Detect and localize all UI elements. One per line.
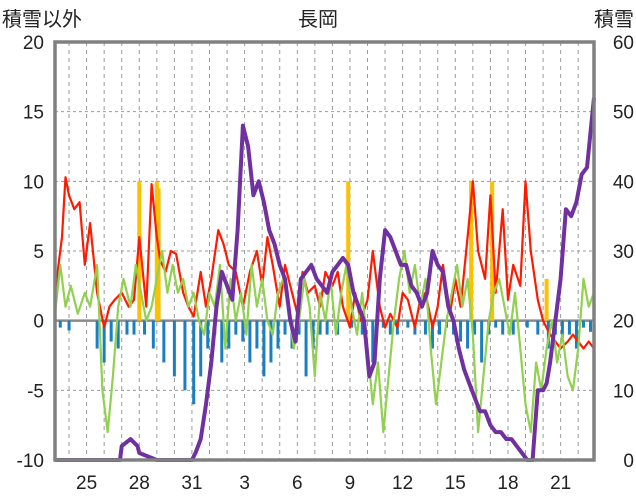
precipitation-bar <box>360 320 364 335</box>
chart-title: 長岡 <box>298 9 338 31</box>
precipitation-bar <box>480 320 484 363</box>
precipitation-bar <box>437 320 441 335</box>
x-tick-label: 15 <box>445 473 466 494</box>
precipitation-bar <box>234 320 238 335</box>
left-axis-title: 積雪以外 <box>2 8 82 31</box>
precipitation-bar <box>132 320 136 335</box>
x-tick-label: 12 <box>392 473 413 494</box>
wind-line <box>53 249 596 434</box>
y-left-tick-label: 20 <box>23 33 44 54</box>
precipitation-bar <box>318 320 322 335</box>
precipitation-bar <box>192 320 196 405</box>
x-tick-label: 3 <box>239 473 250 494</box>
sunshine-bar <box>137 181 142 321</box>
sunshine-bar <box>469 181 474 321</box>
precipitation-bar <box>494 320 498 328</box>
y-right-tick-label: 50 <box>613 103 634 124</box>
precipitation-bar <box>227 320 231 349</box>
precipitation-bar <box>525 320 529 328</box>
precipitation-bar <box>423 320 427 335</box>
precipitation-bar <box>143 320 147 335</box>
precipitation-bar <box>241 320 245 342</box>
y-left-tick-label: 15 <box>23 103 44 124</box>
x-tick-label: 18 <box>497 473 518 494</box>
precipitation-bar <box>283 320 287 335</box>
x-tick-label: 9 <box>345 473 356 494</box>
precipitation-bar <box>162 320 166 363</box>
y-right-tick-label: 60 <box>613 33 634 54</box>
precipitation-bar <box>511 320 515 335</box>
precipitation-bar <box>95 320 99 349</box>
precipitation-bar <box>125 320 129 335</box>
precipitation-bar <box>255 320 259 349</box>
precipitation-bar <box>248 320 252 363</box>
precipitation-bar <box>350 320 354 328</box>
plot-frame <box>53 40 596 462</box>
y-right-tick-label: 40 <box>613 172 634 193</box>
precipitation-bar <box>501 320 505 335</box>
precipitation-bar <box>574 320 578 349</box>
precipitation-bar <box>109 320 113 342</box>
precipitation-bar <box>276 320 280 349</box>
y-left-tick-label: 0 <box>33 312 44 333</box>
precipitation-bar <box>406 320 410 328</box>
precipitation-bar <box>183 320 187 391</box>
y-left-tick-label: -10 <box>17 451 44 472</box>
y-right-tick-label: 30 <box>613 242 634 263</box>
sunshine-bar <box>544 278 549 321</box>
precipitation-bar <box>371 320 375 363</box>
precipitation-bar <box>172 320 176 377</box>
precipitation-bar <box>67 320 71 331</box>
x-tick-label: 21 <box>550 473 571 494</box>
precipitation-bar <box>567 320 571 335</box>
precipitation-bar <box>588 320 592 332</box>
precipitation-bar <box>206 320 210 349</box>
precipitation-bar <box>459 320 463 342</box>
line-layer <box>53 97 596 462</box>
x-tick-label: 28 <box>129 473 150 494</box>
precipitation-bar <box>58 320 62 328</box>
precipitation-bar <box>116 320 120 349</box>
precipitation-bar <box>473 320 477 335</box>
precipitation-bar <box>466 320 470 349</box>
snow_depth-line <box>55 97 596 462</box>
precipitation-bar <box>220 320 224 363</box>
precipitation-bar <box>102 320 106 363</box>
precipitation-bar <box>297 320 301 335</box>
precipitation-bar <box>199 320 203 377</box>
sunshine-bar <box>346 181 351 321</box>
precipitation-bar <box>269 320 273 363</box>
y-right-tick-label: 20 <box>613 312 634 333</box>
x-tick-label: 6 <box>292 473 303 494</box>
precipitation-bar <box>581 320 585 328</box>
precipitation-bar <box>325 320 329 335</box>
precipitation-bar <box>151 320 155 349</box>
y-left-tick-label: 10 <box>23 172 44 193</box>
precipitation-bar <box>430 320 434 349</box>
sunshine-bar <box>490 181 495 321</box>
precipitation-bar <box>304 320 308 377</box>
y-left-tick-label: -5 <box>27 381 44 402</box>
precipitation-bar <box>262 320 266 377</box>
x-tick-label: 31 <box>181 473 202 494</box>
y-right-tick-label: 10 <box>613 381 634 402</box>
precipitation-bar <box>311 320 315 349</box>
right-axis-title: 積雪 <box>594 8 634 31</box>
y-left-tick-label: 5 <box>33 242 44 263</box>
precipitation-bar <box>560 320 564 342</box>
precipitation-bar <box>388 320 392 335</box>
y-right-tick-label: 0 <box>623 451 634 472</box>
x-tick-label: 25 <box>76 473 97 494</box>
precipitation-bar <box>536 320 540 335</box>
